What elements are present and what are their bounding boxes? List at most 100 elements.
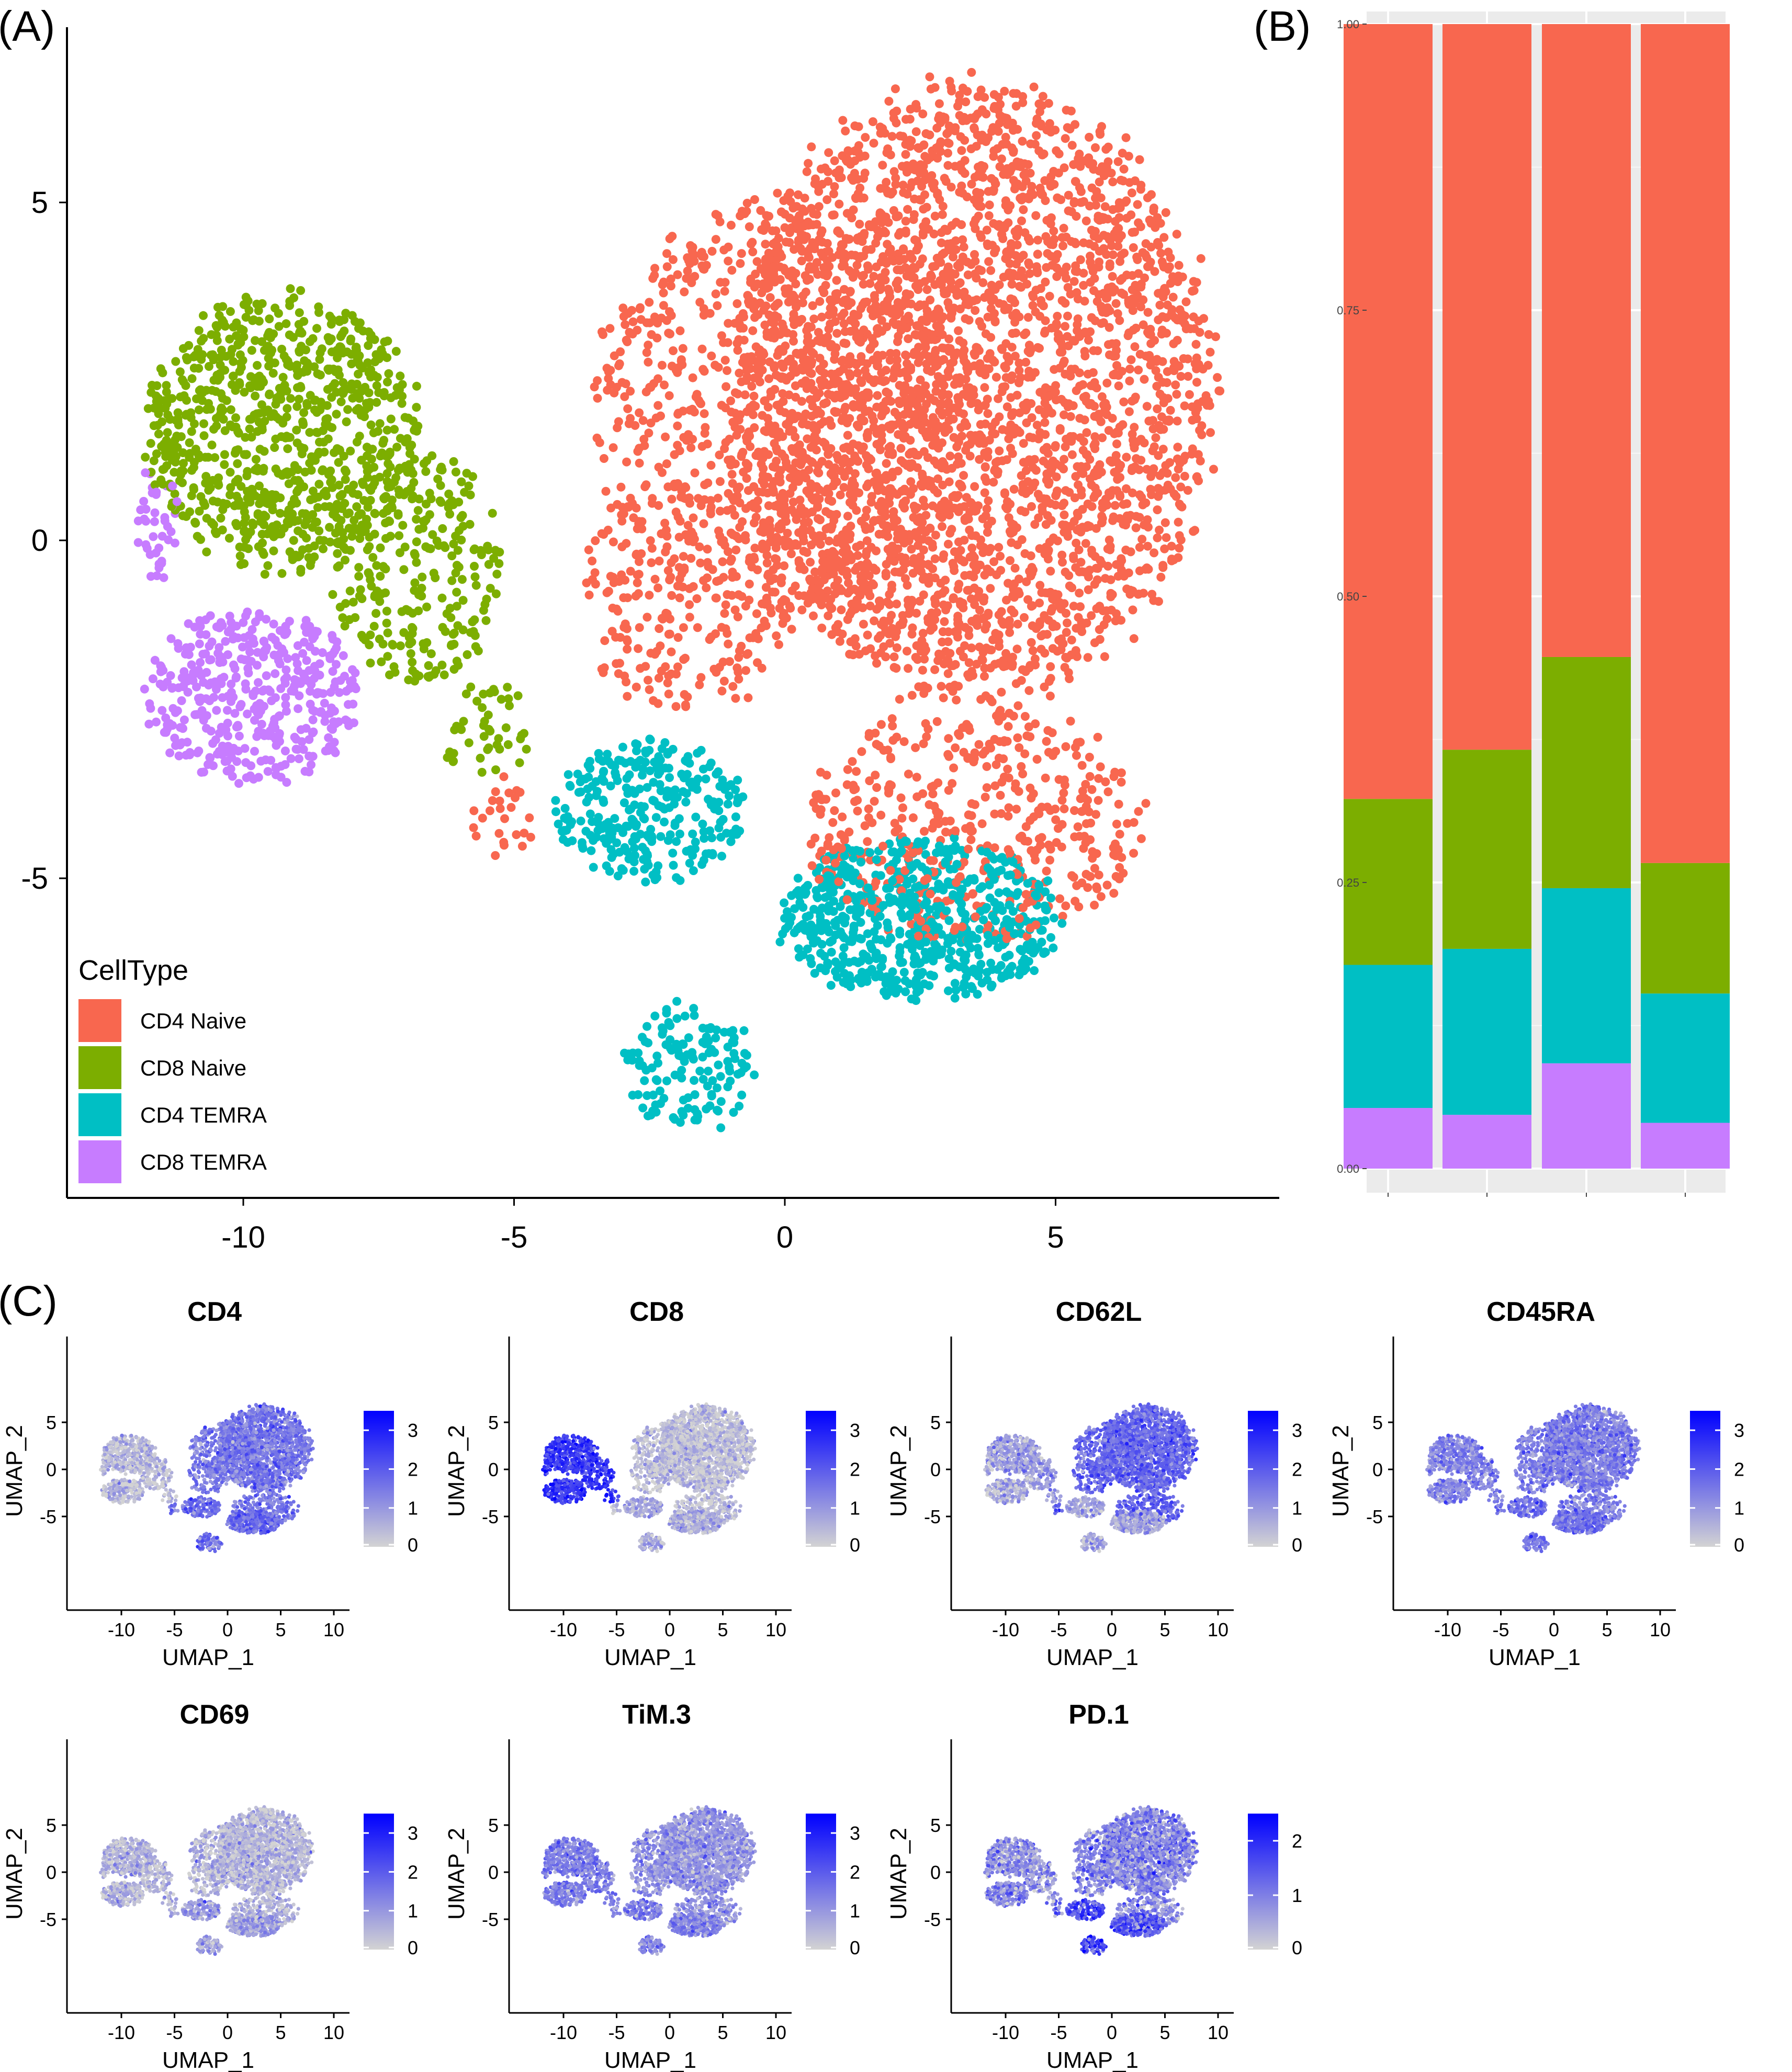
point-cd8-temra <box>247 625 257 634</box>
point-cd4-naive <box>469 823 478 832</box>
point-cd8-naive <box>224 534 234 543</box>
point-cd8-naive <box>149 421 159 431</box>
point-cd4-naive <box>660 518 670 528</box>
point-cd4-naive <box>686 443 696 452</box>
point-cd4-naive <box>1092 884 1102 893</box>
point-cd8-naive <box>207 440 217 450</box>
point-cd8-naive <box>283 404 292 413</box>
point-cd4-naive <box>794 591 804 600</box>
point-cd4-temra <box>677 1066 686 1075</box>
point-cd4-naive <box>727 470 737 479</box>
point-cd4-naive <box>1035 184 1045 193</box>
point-cd4-naive <box>693 623 702 632</box>
point-cd4-naive <box>727 407 736 417</box>
point-cd4-naive <box>872 659 881 668</box>
point-cd8-naive <box>265 314 274 324</box>
point-cd8-naive <box>505 701 514 710</box>
point-cd4-temra <box>643 1022 651 1031</box>
point-cd4-naive <box>711 360 720 370</box>
point-cd4-naive <box>1100 652 1109 661</box>
point-cd8-temra <box>133 538 143 547</box>
point-cd4-naive <box>864 804 873 813</box>
point-cd8-naive <box>515 758 524 767</box>
point-cd4-naive <box>708 565 717 574</box>
point-cd8-naive <box>314 480 324 489</box>
point-cd4-naive <box>1030 654 1040 663</box>
point-cd4-naive <box>989 104 999 113</box>
point-cd4-naive <box>758 348 768 357</box>
point-cd4-naive <box>838 812 847 822</box>
point-cd8-naive <box>439 670 449 680</box>
point-cd4-naive <box>644 357 653 367</box>
point-cd8-naive <box>295 308 304 318</box>
point-cd8-naive <box>383 336 392 346</box>
point-cd4-temra <box>693 749 702 758</box>
point-cd8-naive <box>383 377 392 387</box>
point-cd4-naive <box>706 461 716 470</box>
point-cd4-naive <box>934 99 944 108</box>
point-cd4-naive <box>604 586 613 596</box>
point-cd4-naive <box>671 702 681 711</box>
point-cd4-naive <box>1007 343 1017 352</box>
point-cd4-naive <box>1029 82 1039 92</box>
point-cd4-naive <box>907 690 917 700</box>
point-cd4-naive <box>938 627 948 637</box>
point-cd8-naive <box>265 390 274 400</box>
point-cd4-naive <box>981 691 990 700</box>
point-cd4-naive <box>1030 140 1040 149</box>
point-cd8-naive <box>277 569 287 578</box>
point-cd8-naive <box>477 767 487 777</box>
point-cd4-naive <box>1062 263 1071 272</box>
point-cd4-temra <box>1034 880 1044 890</box>
point-cd8-naive <box>152 449 161 458</box>
point-cd4-naive <box>692 594 702 603</box>
point-cd4-naive <box>776 207 786 217</box>
point-cd4-naive <box>918 629 928 638</box>
point-cd8-naive <box>314 308 323 317</box>
point-cd4-naive <box>773 188 782 198</box>
point-cd4-temra <box>1050 913 1058 923</box>
point-cd4-temra <box>862 977 872 986</box>
point-cd4-naive <box>638 416 648 425</box>
point-cd8-temra <box>294 704 303 714</box>
point-cd4-naive <box>868 117 877 127</box>
point-cd4-temra <box>780 898 789 908</box>
point-cd4-naive <box>730 388 740 398</box>
point-cd4-naive <box>923 683 932 693</box>
point-cd4-naive <box>786 604 795 613</box>
point-cd8-naive <box>236 358 245 368</box>
point-cd4-naive <box>919 545 928 554</box>
point-cd4-temra <box>589 863 598 872</box>
point-cd8-naive <box>271 400 280 409</box>
point-cd4-temra <box>794 944 803 954</box>
point-cd8-naive <box>152 381 162 390</box>
point-cd4-naive <box>1205 347 1215 357</box>
point-cd4-naive <box>471 831 481 841</box>
point-cd4-naive <box>1175 544 1184 553</box>
point-cd4-naive <box>841 126 850 135</box>
point-cd4-naive <box>731 694 740 703</box>
point-cd8-naive <box>470 572 480 582</box>
point-cd8-temra <box>348 665 357 674</box>
point-cd4-naive <box>941 575 950 585</box>
point-cd4-temra <box>1046 893 1056 903</box>
point-cd8-naive <box>424 661 433 670</box>
point-cd4-naive <box>711 210 720 219</box>
point-cd4-naive <box>977 322 986 331</box>
point-cd4-naive <box>707 352 716 360</box>
umap-points <box>133 67 1225 1133</box>
point-cd4-temra <box>750 1070 759 1080</box>
point-cd8-naive <box>327 314 336 323</box>
point-cd4-naive <box>945 511 954 520</box>
point-cd4-temra <box>878 954 887 963</box>
point-cd4-naive <box>1169 339 1178 348</box>
point-cd4-naive <box>667 494 677 504</box>
point-cd8-temra <box>230 709 240 718</box>
point-cd8-naive <box>362 399 371 408</box>
point-cd4-naive <box>1135 155 1144 164</box>
point-cd4-naive <box>809 611 818 620</box>
point-cd4-naive <box>584 591 594 599</box>
point-cd4-temra <box>1017 946 1027 956</box>
point-cd8-naive <box>470 562 479 571</box>
